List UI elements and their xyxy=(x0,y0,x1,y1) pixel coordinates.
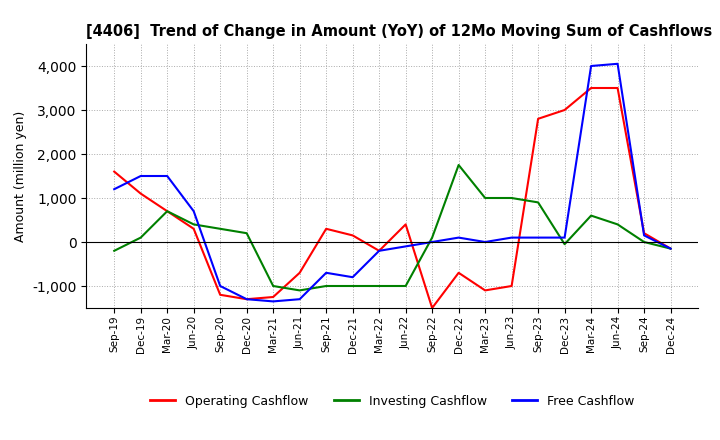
Operating Cashflow xyxy=(243,297,251,302)
Investing Cashflow xyxy=(322,283,330,289)
Free Cashflow xyxy=(640,233,649,238)
Operating Cashflow xyxy=(560,107,569,113)
Operating Cashflow xyxy=(401,222,410,227)
Investing Cashflow xyxy=(401,283,410,289)
Investing Cashflow xyxy=(269,283,277,289)
Investing Cashflow xyxy=(428,235,436,240)
Investing Cashflow xyxy=(110,248,119,253)
Operating Cashflow xyxy=(534,116,542,121)
Investing Cashflow xyxy=(136,235,145,240)
Investing Cashflow xyxy=(295,288,304,293)
Investing Cashflow xyxy=(508,195,516,201)
Investing Cashflow xyxy=(375,283,384,289)
Free Cashflow xyxy=(560,235,569,240)
Operating Cashflow xyxy=(508,283,516,289)
Investing Cashflow xyxy=(666,246,675,251)
Free Cashflow xyxy=(136,173,145,179)
Free Cashflow xyxy=(375,248,384,253)
Operating Cashflow xyxy=(269,294,277,300)
Operating Cashflow xyxy=(163,209,171,214)
Operating Cashflow xyxy=(613,85,622,91)
Line: Operating Cashflow: Operating Cashflow xyxy=(114,88,670,308)
Free Cashflow xyxy=(508,235,516,240)
Investing Cashflow xyxy=(534,200,542,205)
Operating Cashflow xyxy=(375,248,384,253)
Operating Cashflow xyxy=(348,233,357,238)
Investing Cashflow xyxy=(640,239,649,245)
Operating Cashflow xyxy=(666,246,675,251)
Investing Cashflow xyxy=(587,213,595,218)
Free Cashflow xyxy=(216,283,225,289)
Operating Cashflow xyxy=(216,292,225,297)
Free Cashflow xyxy=(269,299,277,304)
Free Cashflow xyxy=(428,239,436,245)
Investing Cashflow xyxy=(243,231,251,236)
Text: [4406]  Trend of Change in Amount (YoY) of 12Mo Moving Sum of Cashflows: [4406] Trend of Change in Amount (YoY) o… xyxy=(86,24,713,39)
Free Cashflow xyxy=(587,63,595,69)
Operating Cashflow xyxy=(295,270,304,275)
Free Cashflow xyxy=(243,297,251,302)
Free Cashflow xyxy=(348,275,357,280)
Free Cashflow xyxy=(666,246,675,251)
Investing Cashflow xyxy=(163,209,171,214)
Free Cashflow xyxy=(534,235,542,240)
Free Cashflow xyxy=(401,244,410,249)
Free Cashflow xyxy=(481,239,490,245)
Free Cashflow xyxy=(613,61,622,66)
Investing Cashflow xyxy=(613,222,622,227)
Investing Cashflow xyxy=(216,226,225,231)
Free Cashflow xyxy=(322,270,330,275)
Free Cashflow xyxy=(110,187,119,192)
Operating Cashflow xyxy=(136,191,145,196)
Line: Investing Cashflow: Investing Cashflow xyxy=(114,165,670,290)
Operating Cashflow xyxy=(640,231,649,236)
Legend: Operating Cashflow, Investing Cashflow, Free Cashflow: Operating Cashflow, Investing Cashflow, … xyxy=(145,390,639,413)
Operating Cashflow xyxy=(189,226,198,231)
Free Cashflow xyxy=(189,209,198,214)
Operating Cashflow xyxy=(454,270,463,275)
Y-axis label: Amount (million yen): Amount (million yen) xyxy=(14,110,27,242)
Free Cashflow xyxy=(163,173,171,179)
Operating Cashflow xyxy=(322,226,330,231)
Operating Cashflow xyxy=(587,85,595,91)
Free Cashflow xyxy=(295,297,304,302)
Line: Free Cashflow: Free Cashflow xyxy=(114,64,670,301)
Investing Cashflow xyxy=(481,195,490,201)
Investing Cashflow xyxy=(560,242,569,247)
Investing Cashflow xyxy=(454,162,463,168)
Investing Cashflow xyxy=(348,283,357,289)
Operating Cashflow xyxy=(481,288,490,293)
Operating Cashflow xyxy=(110,169,119,174)
Free Cashflow xyxy=(454,235,463,240)
Investing Cashflow xyxy=(189,222,198,227)
Operating Cashflow xyxy=(428,305,436,311)
